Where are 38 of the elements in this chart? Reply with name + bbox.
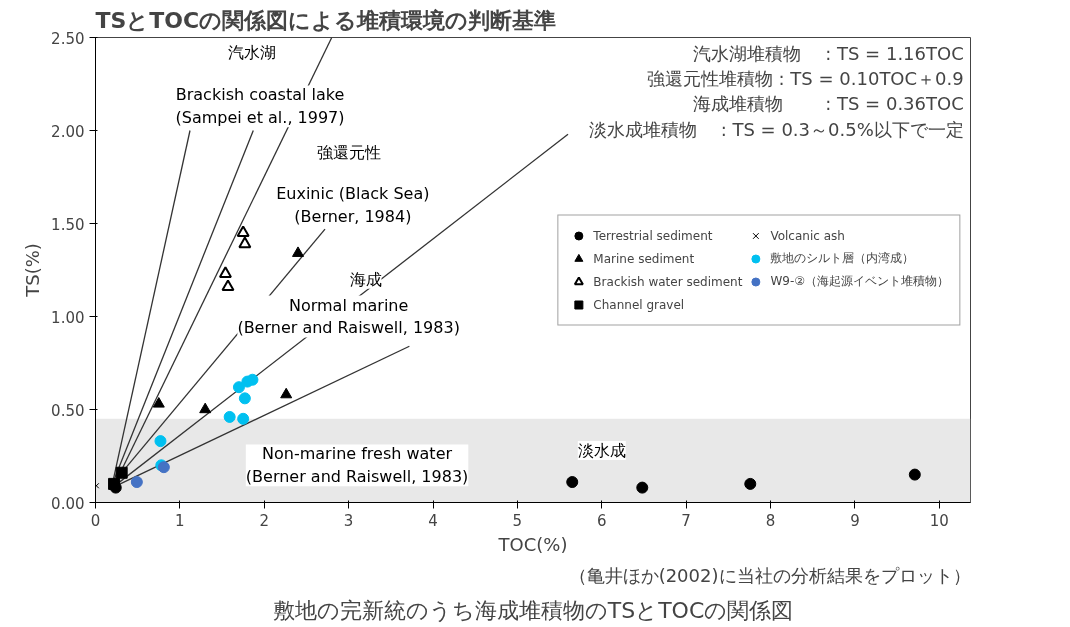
y-tick-label: 0.00 <box>51 494 85 513</box>
legend-label: W9-②（海起源イベント堆積物） <box>770 272 949 290</box>
x-tick-label: 10 <box>929 511 949 530</box>
y-tick-label: 1.50 <box>51 215 85 234</box>
legend-label: 敷地のシルト層（内湾成） <box>770 249 915 267</box>
x-tick-label: 9 <box>850 511 860 530</box>
text: （亀井ほか(2002)に当社の分析結果をプロット） <box>568 564 971 586</box>
x-axis-title: TOC(%) <box>497 533 568 555</box>
legend-label: Channel gravel <box>593 297 685 311</box>
annotation: 汽水湖堆積物 : TS = 1.16TOC 強還元性堆積物 : TS = 0.10TOC＋0.9 海成堆積物 : TS = 0.36TOC 淡水成堆積物 : TS = 0.3～0.5%以下で一定 <box>588 43 964 140</box>
annotation: Brackish coastal lake (Sampei et al., 1997) <box>175 85 345 128</box>
x-tick-label: 7 <box>681 511 691 530</box>
x-tick-label: 6 <box>597 511 607 530</box>
x-tick-label: 3 <box>343 511 354 530</box>
y-axis-title: TS(%) <box>22 243 44 298</box>
y-tick-label: 2.50 <box>51 29 85 48</box>
x-tick-label: 1 <box>175 511 185 530</box>
x-tick-label: 5 <box>512 511 523 530</box>
legend-label: Terrestrial sediment <box>593 228 713 242</box>
x-tick-label: 2 <box>259 511 270 530</box>
annotation: 海成 <box>349 269 382 289</box>
legend-label: Volcanic ash <box>770 228 845 242</box>
x-tick-label: 8 <box>765 511 776 530</box>
legend-label: Marine sediment <box>593 251 695 265</box>
x-tick-label: 0 <box>90 511 101 530</box>
y-tick-label: 0.50 <box>51 401 85 420</box>
annotation: 汽水湖 <box>227 42 276 62</box>
x-tick-label: 4 <box>428 511 438 530</box>
annotation: 淡水成 <box>577 440 626 460</box>
y-tick-label: 1.00 <box>51 308 85 327</box>
legend-label: Brackish water sediment <box>593 274 743 288</box>
y-tick-label: 2.00 <box>51 122 85 141</box>
annotation: 強還元性 <box>316 143 381 163</box>
annotation: Normal marine (Berner and Raiswell, 1983) <box>237 295 460 338</box>
chart-title: TSとTOCの関係図による堆積環境の判断基準 <box>95 7 557 33</box>
annotation: Non-marine fresh water (Berner and Raiswell, 1983) <box>245 444 469 487</box>
text: 敷地の完新統のうち海成堆積物のTSとTOCの関係図 <box>272 597 794 623</box>
annotation: Euxinic (Black Sea) (Berner, 1984) <box>276 184 430 226</box>
